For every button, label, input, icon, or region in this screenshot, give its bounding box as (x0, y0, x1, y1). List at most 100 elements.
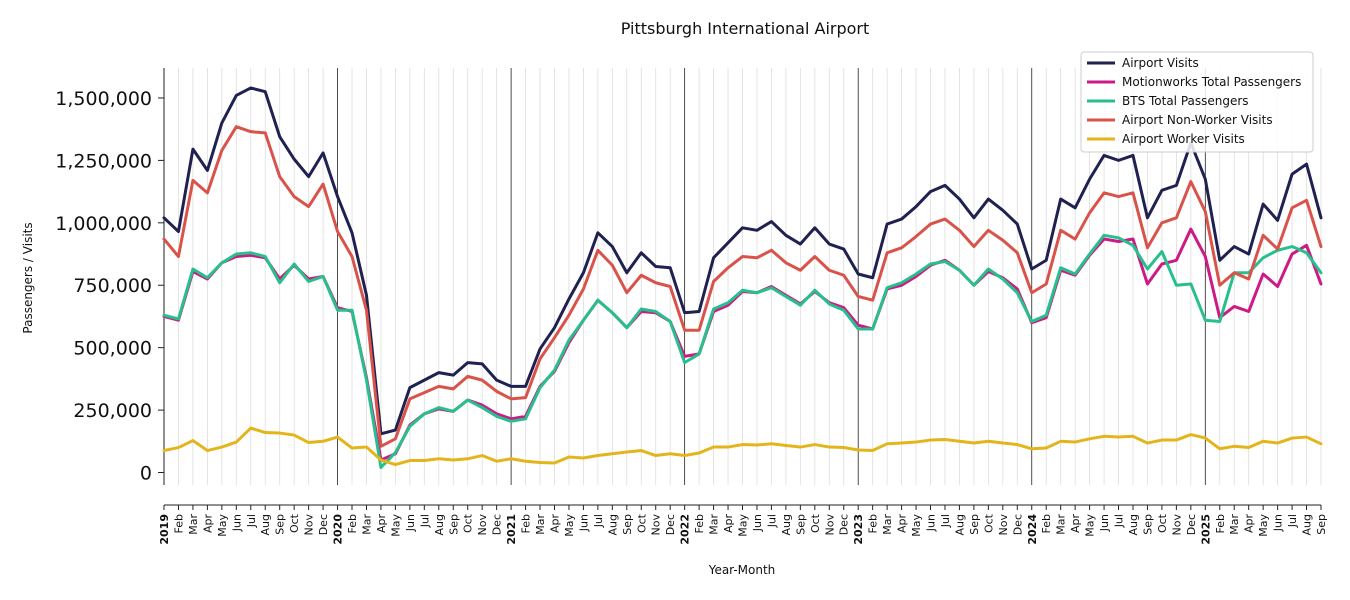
x-tick-label: Sep (794, 514, 807, 535)
legend-label: Airport Worker Visits (1122, 132, 1245, 146)
x-tick-label: Nov (997, 514, 1010, 536)
x-tick-label: Jun (230, 514, 243, 532)
x-tick-label: Apr (722, 514, 735, 534)
x-tick-label: Jul (418, 514, 431, 528)
x-tick-label: Jun (925, 514, 938, 532)
x-tick-label: Jun (404, 514, 417, 532)
x-tick-label: May (563, 514, 576, 537)
x-tick-label: 2022 (679, 514, 692, 545)
x-tick-label: Sep (274, 514, 287, 535)
x-tick-label: Sep (447, 514, 460, 535)
x-tick-label: Feb (520, 514, 533, 533)
x-axis-title: Year-Month (708, 563, 776, 577)
year-divider-lines (337, 68, 1206, 485)
legend-label: Airport Visits (1122, 56, 1199, 70)
x-tick-label: Jun (751, 514, 764, 532)
x-tick-label: Aug (433, 514, 446, 535)
x-tick-label: Mar (360, 514, 373, 535)
x-tick-label: May (1257, 514, 1270, 537)
legend-label: BTS Total Passengers (1122, 94, 1249, 108)
x-tick-label: Jul (939, 514, 952, 528)
series-line (162, 125, 1323, 448)
x-tick-label: Mar (534, 514, 547, 535)
x-tick-label: Dec (317, 514, 330, 535)
y-tick-label: 0 (140, 463, 152, 485)
x-tick-label: Dec (838, 514, 851, 535)
x-tick-label: Nov (303, 514, 316, 536)
legend-label: Airport Non-Worker Visits (1122, 113, 1273, 127)
x-tick-label: Oct (462, 513, 475, 533)
x-tick-label: Aug (953, 514, 966, 535)
y-tick-label: 1,500,000 (55, 88, 152, 110)
chart-title: Pittsburgh International Airport (621, 19, 870, 38)
x-tick-label: Feb (867, 514, 880, 533)
y-tick-label: 250,000 (73, 400, 152, 422)
x-tick-label: Aug (1127, 514, 1140, 535)
x-tick-label: Jun (1272, 514, 1285, 532)
x-tick-label: Jul (1286, 514, 1299, 528)
y-tick-label: 500,000 (73, 338, 152, 360)
x-tick-label: Sep (1315, 514, 1328, 535)
x-tick-label: Nov (476, 514, 489, 536)
x-tick-label: Apr (896, 514, 909, 534)
x-tick-label: Apr (201, 514, 214, 534)
series-line (162, 86, 1323, 436)
x-tick-label: Feb (346, 514, 359, 533)
x-tick-label: Aug (606, 514, 619, 535)
x-axis-ticks: 2019 Feb Mar Apr May Jun Jul Aug Sep Oct Nov Dec 202… (158, 505, 1328, 545)
x-tick-label: Apr (375, 514, 388, 534)
x-tick-label: May (1084, 514, 1097, 537)
x-tick-label: Sep (1141, 514, 1154, 535)
legend: Airport Visits Motionworks Total Passenge… (1080, 51, 1314, 153)
x-tick-label: May (737, 514, 750, 537)
x-tick-label: Mar (187, 514, 200, 535)
x-tick-label: Jun (1098, 514, 1111, 532)
x-tick-label: Dec (1011, 514, 1024, 535)
x-tick-label: Oct (288, 513, 301, 533)
x-tick-label: Nov (650, 514, 663, 536)
x-tick-label: Apr (548, 514, 561, 534)
x-tick-label: 2024 (1026, 514, 1039, 545)
x-tick-label: Sep (621, 514, 634, 535)
x-tick-label: Jul (765, 514, 778, 528)
y-axis-ticks: 0 250,000 500,000 750,000 1,000,000 1,250,000… (55, 88, 164, 485)
y-tick-label: 750,000 (73, 275, 152, 297)
x-tick-label: Dec (491, 514, 504, 535)
x-tick-label: Feb (1214, 514, 1227, 533)
x-tick-label: 2021 (505, 514, 518, 545)
x-tick-label: Jul (245, 514, 258, 528)
x-tick-label: 2019 (158, 514, 171, 545)
x-tick-label: Nov (823, 514, 836, 536)
x-tick-label: Feb (172, 514, 185, 533)
x-tick-label: Feb (1040, 514, 1053, 533)
y-axis-title: Passengers / Visits (21, 222, 35, 333)
x-tick-label: Feb (693, 514, 706, 533)
x-tick-label: 2025 (1199, 514, 1212, 545)
x-tick-label: Jun (577, 514, 590, 532)
x-tick-label: Mar (881, 514, 894, 535)
y-tick-label: 1,250,000 (55, 150, 152, 172)
x-tick-label: Aug (780, 514, 793, 535)
x-tick-label: Mar (1228, 514, 1241, 535)
x-tick-label: 2020 (332, 514, 345, 545)
x-tick-label: Jul (1113, 514, 1126, 528)
x-tick-label: May (910, 514, 923, 537)
legend-label: Motionworks Total Passengers (1122, 75, 1301, 89)
x-tick-label: Mar (708, 514, 721, 535)
x-tick-label: Apr (1243, 514, 1256, 534)
x-tick-label: Oct (982, 513, 995, 533)
series-line (162, 426, 1323, 467)
legend-frame (1080, 51, 1314, 153)
x-tick-label: May (216, 514, 229, 537)
x-tick-label: Dec (1185, 514, 1198, 535)
x-tick-label: Aug (259, 514, 272, 535)
x-tick-label: Jul (592, 514, 605, 528)
x-tick-label: May (389, 514, 402, 537)
y-tick-label: 1,000,000 (55, 213, 152, 235)
x-tick-label: Oct (809, 513, 822, 533)
x-tick-label: Oct (635, 513, 648, 533)
x-tick-label: 2023 (852, 514, 865, 545)
x-tick-label: Dec (664, 514, 677, 535)
x-tick-label: Mar (1055, 514, 1068, 535)
